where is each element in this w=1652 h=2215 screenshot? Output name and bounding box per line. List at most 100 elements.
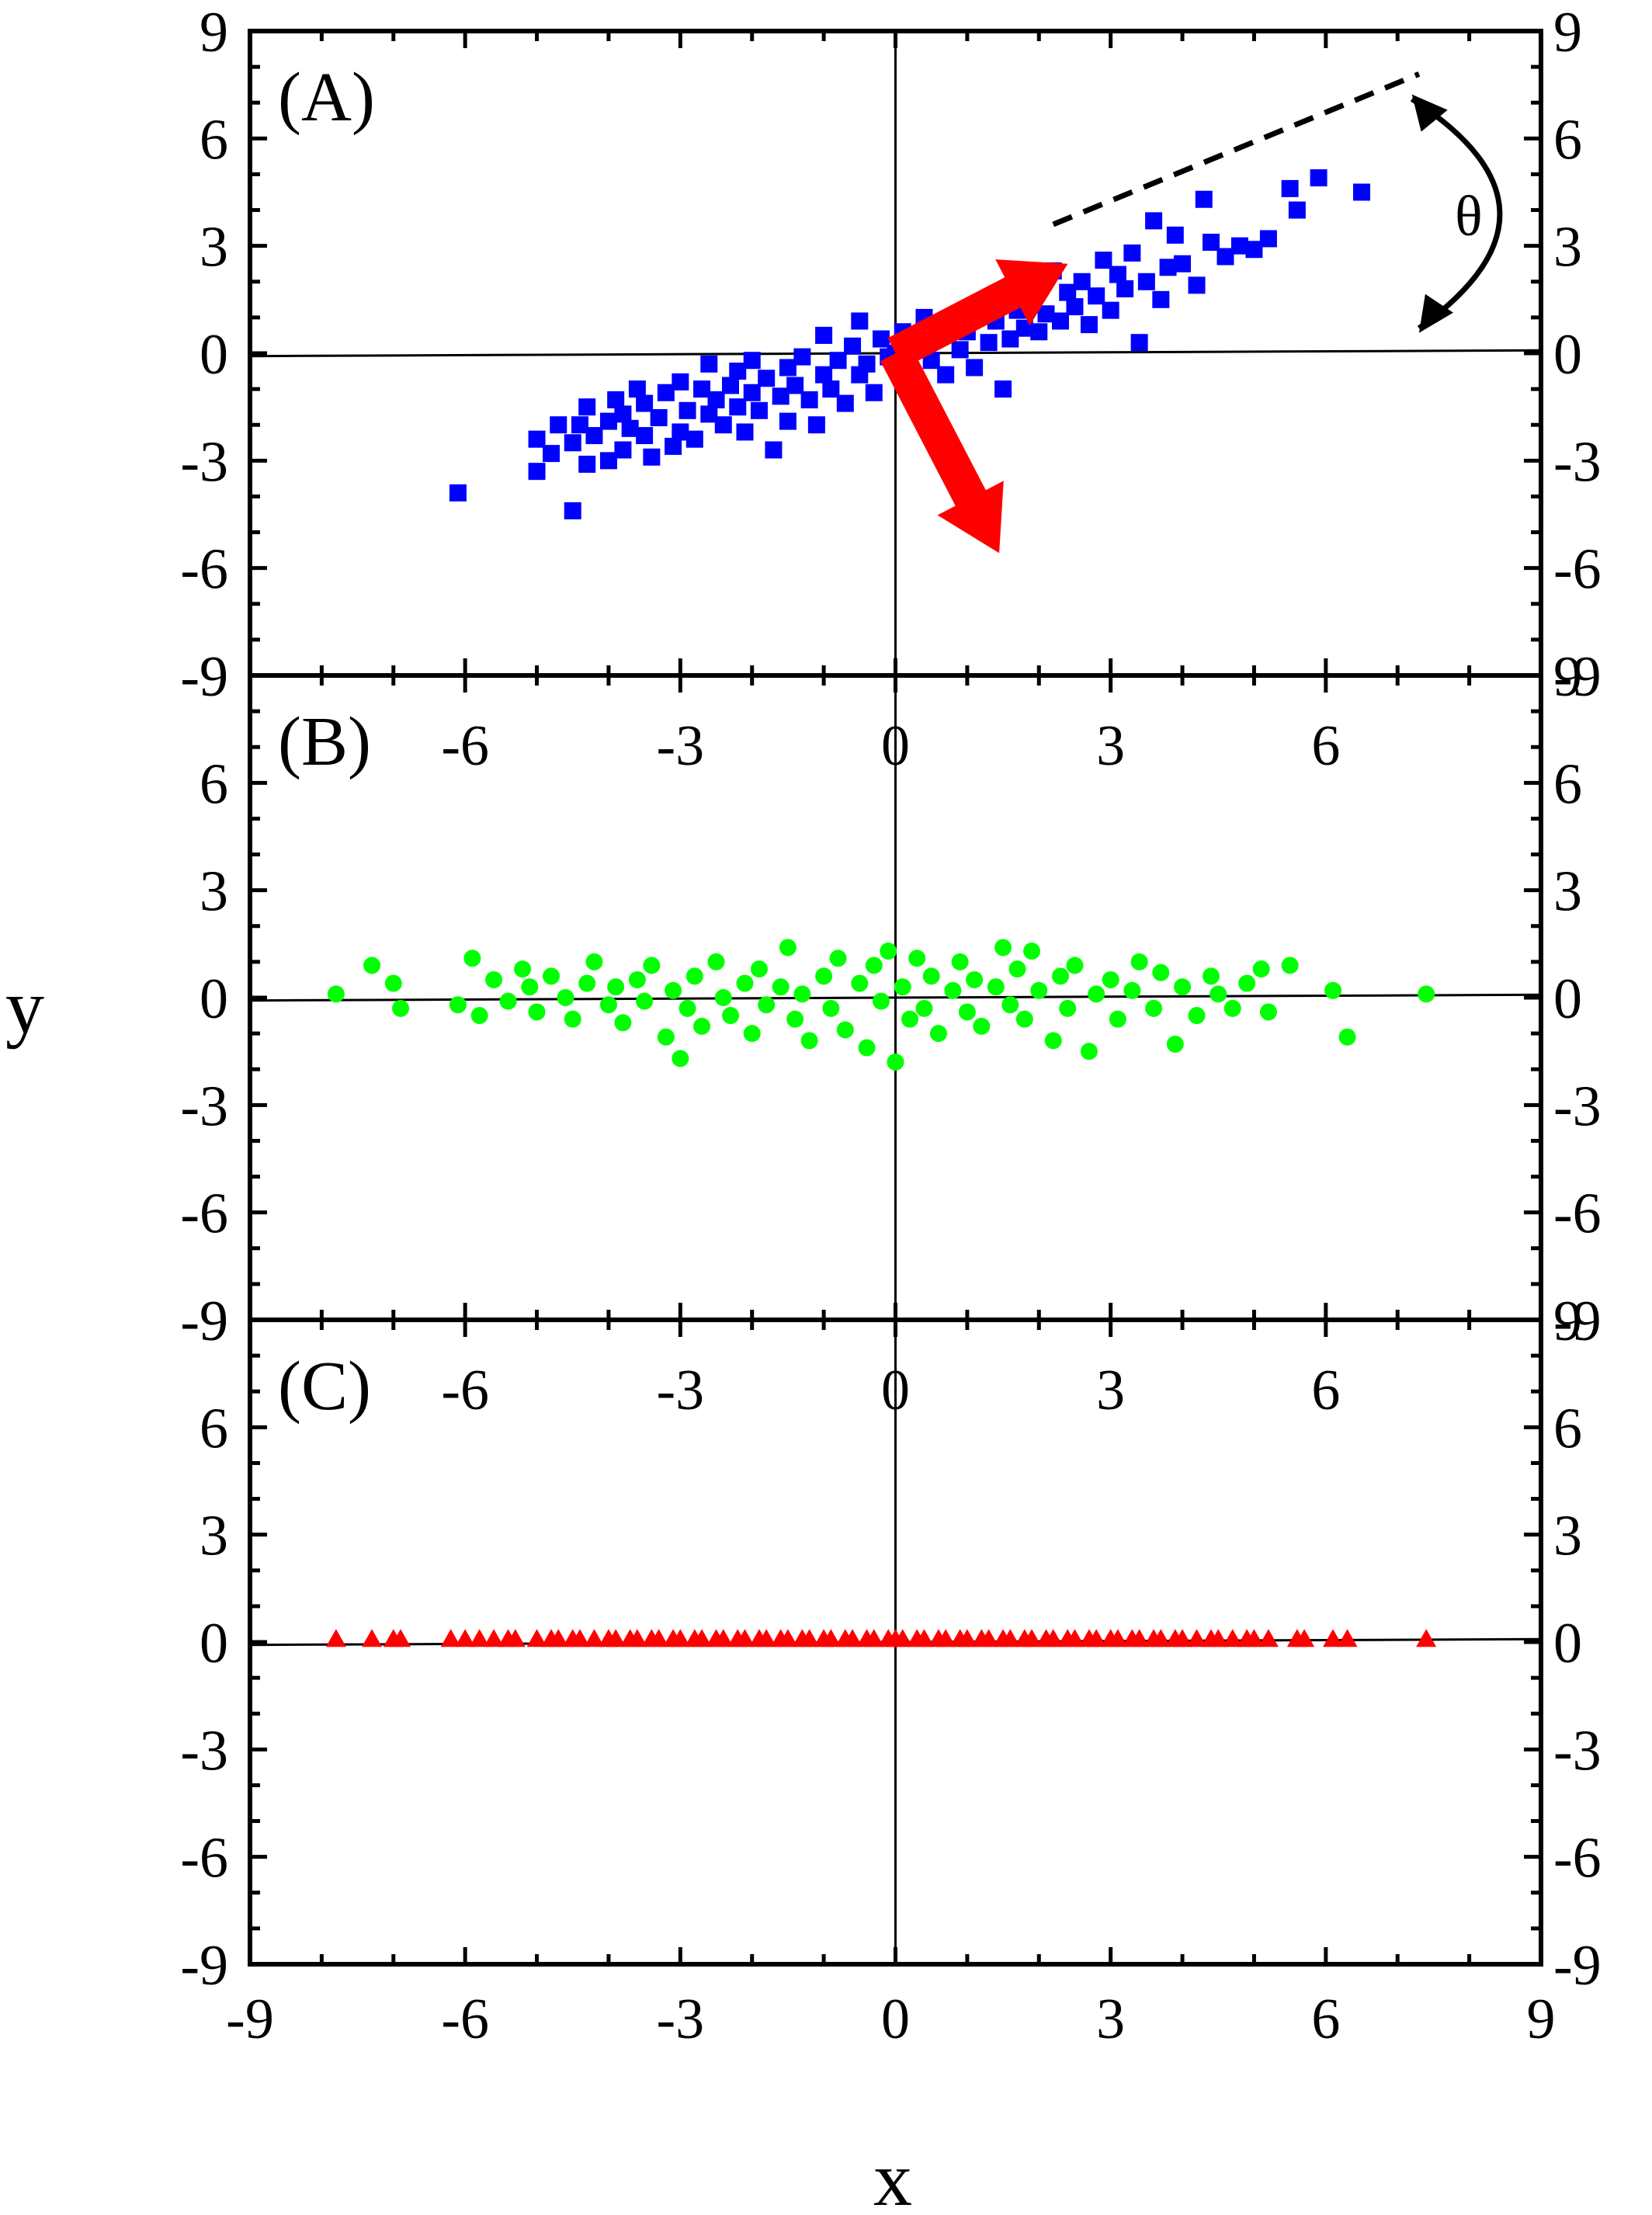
data-point — [1222, 1629, 1243, 1647]
panel-label: (A) — [278, 59, 375, 136]
data-point — [1001, 330, 1019, 348]
data-point — [636, 394, 654, 412]
data-point — [392, 999, 410, 1017]
principal-axis-arrow-1 — [887, 259, 1068, 369]
data-point — [1064, 1629, 1085, 1647]
data-point — [665, 981, 682, 999]
data-point — [922, 352, 940, 370]
data-point — [1203, 234, 1220, 252]
data-point — [526, 1629, 547, 1647]
data-point — [1023, 943, 1041, 960]
theta-label: θ — [1455, 185, 1482, 248]
y-tick-label-right: -3 — [1553, 1719, 1602, 1783]
y-tick-label-right: 9 — [1553, 1, 1582, 64]
data-point — [1166, 226, 1184, 244]
data-point — [822, 999, 840, 1017]
y-tick-label-right: -6 — [1553, 1827, 1602, 1890]
y-tick-label-right: -9 — [1553, 645, 1602, 709]
y-tick-label-right: -3 — [1553, 430, 1602, 494]
data-point — [851, 312, 869, 330]
data-point — [1059, 283, 1077, 301]
data-point — [793, 985, 811, 1003]
data-point — [729, 363, 747, 380]
principal-axis-dashed-line — [1052, 71, 1421, 227]
data-point — [390, 1629, 411, 1647]
data-point — [707, 391, 725, 408]
y-tick-label-left: 9 — [200, 1, 228, 64]
data-point — [1095, 252, 1112, 269]
data-point — [1088, 985, 1105, 1003]
data-point — [1008, 960, 1026, 978]
data-point — [914, 1629, 935, 1647]
data-point — [1123, 244, 1141, 262]
data-point — [1203, 967, 1220, 985]
data-point — [777, 1629, 798, 1647]
data-point — [779, 939, 796, 956]
data-point — [1123, 981, 1141, 999]
data-point — [1102, 970, 1119, 988]
y-tick-label-right: -9 — [1553, 1290, 1602, 1353]
data-point — [685, 430, 703, 448]
data-point — [851, 974, 869, 992]
data-point — [1116, 280, 1134, 297]
data-point — [614, 441, 632, 459]
data-point — [1066, 298, 1084, 316]
data-point — [844, 337, 862, 355]
data-point — [1145, 212, 1163, 230]
data-point — [1107, 1629, 1128, 1647]
data-point — [484, 1629, 505, 1647]
data-point — [1080, 1043, 1098, 1061]
data-point — [1172, 1629, 1193, 1647]
x-tick-label: -9 — [226, 1988, 274, 2051]
y-tick-label-left: 6 — [200, 1397, 228, 1460]
data-point — [800, 391, 818, 408]
y-tick-label-right: 0 — [1553, 323, 1582, 387]
panel-b: -9 -9-6 -6-3 -30 03 36 69 9-6 -3 0 3 6(B) — [180, 645, 1601, 1353]
data-point — [1252, 960, 1270, 978]
data-point — [1145, 999, 1163, 1017]
data-series — [327, 939, 1435, 1071]
theta-arrowhead-bottom — [1418, 293, 1453, 333]
data-point — [772, 387, 790, 405]
data-point — [1130, 953, 1148, 970]
data-point — [1230, 237, 1248, 255]
inner-x-tick-label: -6 — [441, 714, 489, 778]
data-point — [722, 377, 740, 394]
data-point — [607, 391, 625, 408]
data-point — [772, 978, 790, 996]
y-tick-label-right: 3 — [1553, 860, 1582, 924]
data-point — [1259, 1003, 1277, 1021]
data-point — [743, 352, 761, 370]
x-tick-label: -6 — [441, 1988, 489, 2051]
y-tick-label-left: 0 — [200, 967, 228, 1031]
data-point — [1086, 1629, 1107, 1647]
data-point — [578, 398, 596, 416]
data-point — [665, 437, 682, 455]
inner-x-tick-label: 3 — [1096, 1359, 1125, 1422]
data-point — [1051, 967, 1069, 985]
data-point — [822, 380, 840, 398]
data-point — [636, 427, 654, 445]
data-point — [756, 1629, 777, 1647]
data-point — [606, 1629, 626, 1647]
data-point — [1129, 1629, 1150, 1647]
data-point — [858, 355, 876, 373]
data-point — [750, 960, 768, 978]
data-point — [564, 502, 581, 519]
data-point — [750, 401, 768, 419]
data-point — [1043, 1629, 1064, 1647]
data-point — [449, 996, 467, 1014]
data-point — [1186, 1629, 1207, 1647]
data-point — [469, 1629, 490, 1647]
data-point — [1208, 1629, 1229, 1647]
data-point — [908, 950, 926, 967]
y-tick-label-left: -3 — [180, 430, 228, 494]
data-point — [758, 996, 776, 1014]
data-point — [636, 992, 654, 1010]
data-point — [736, 423, 754, 441]
data-point — [966, 970, 984, 988]
horizontal-axis-line — [249, 993, 1542, 1002]
data-point — [557, 989, 574, 1006]
principal-axis-arrow-2 — [880, 345, 1004, 554]
data-point — [571, 416, 588, 434]
